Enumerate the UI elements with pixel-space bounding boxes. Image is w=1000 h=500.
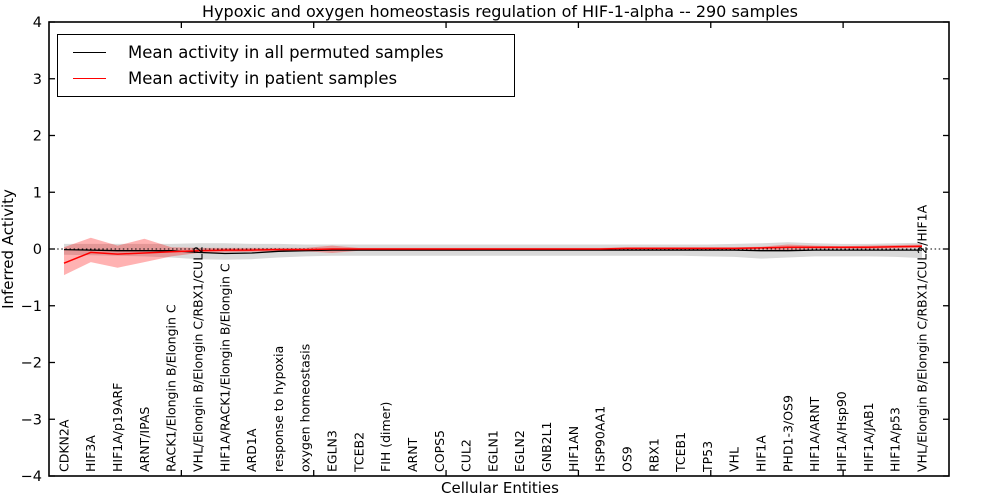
x-tick-label: HIF3A: [83, 435, 98, 472]
x-tick-label: TP53: [700, 441, 715, 473]
x-tick-label: EGLN1: [485, 430, 500, 472]
x-tick-label: VHL: [727, 447, 742, 472]
y-tick-label: 4: [33, 15, 42, 31]
x-tick-label: HIF1A/p19ARF: [110, 383, 125, 472]
y-tick-label: 3: [33, 72, 42, 88]
x-tick-label: TCEB2: [351, 432, 366, 473]
y-tick-label: 1: [33, 185, 42, 201]
permuted-range-band: [64, 242, 922, 260]
y-tick-label: −2: [21, 356, 42, 372]
x-tick-label: PHD1-3/OS9: [780, 395, 795, 472]
x-tick-label: HIF1A/Hsp90: [834, 391, 849, 472]
x-tick-label: RACK1/Elongin B/Elongin C: [164, 304, 179, 472]
legend-label-permuted: Mean activity in all permuted samples: [128, 42, 444, 62]
x-tick-label: HIF1A/RACK1/Elongin B/Elongin C: [217, 263, 232, 472]
x-tick-label: FIH (dimer): [378, 402, 393, 472]
y-tick-label: 2: [33, 129, 42, 145]
x-tick-label: TCEB1: [673, 432, 688, 473]
x-tick-label: CDKN2A: [56, 419, 71, 472]
x-tick-label: ARD1A: [244, 428, 259, 472]
x-axis-label: Cellular Entities: [441, 479, 559, 497]
y-tick-label: −4: [21, 469, 42, 485]
y-tick-label: −1: [21, 299, 42, 315]
y-tick-label: −3: [21, 412, 42, 428]
x-tick-label: RBX1: [646, 438, 661, 472]
x-tick-label: OS9: [619, 446, 634, 472]
x-tick-label: HIF1A: [753, 435, 768, 472]
permuted-mean-line: [63, 248, 922, 255]
x-tick-label: GNB2L1: [539, 422, 554, 472]
x-tick-label: VHL/Elongin B/Elongin C/RBX1/CUL2: [190, 246, 205, 472]
x-tick-label: response to hypoxia: [271, 346, 286, 472]
patient-mean-line: [63, 245, 923, 264]
x-tick-label: oxygen homeostasis: [298, 344, 313, 472]
y-tick-label: 0: [33, 242, 42, 258]
x-tick-label: HIF1A/ARNT: [807, 396, 822, 472]
red-line-swatch: [73, 78, 106, 80]
x-tick-label: CUL2: [459, 439, 474, 472]
legend-label-patient: Mean activity in patient samples: [128, 69, 398, 89]
black-line-swatch: [73, 51, 106, 53]
legend-item-permuted: Mean activity in all permuted samples: [73, 43, 514, 62]
x-tick-label: EGLN3: [324, 430, 339, 472]
x-tick-label: ARNT/IPAS: [137, 407, 152, 472]
legend: Mean activity in all permuted samples Me…: [57, 34, 515, 97]
x-tick-label: EGLN2: [512, 430, 527, 472]
x-tick-label: ARNT: [405, 437, 420, 472]
chart-title: Hypoxic and oxygen homeostasis regulatio…: [202, 2, 798, 21]
x-tick-label: HIF1A/JAB1: [861, 402, 876, 472]
x-tick-label: HIF1A/p53: [888, 407, 903, 472]
x-tick-label: HSP90AA1: [593, 406, 608, 472]
x-tick-label: VHL/Elongin B/Elongin C/RBX1/CUL2/HIF1A: [914, 204, 929, 472]
legend-item-patient: Mean activity in patient samples: [73, 69, 514, 88]
patient-range-band: [64, 237, 922, 276]
x-tick-label: COPS5: [432, 430, 447, 472]
x-tick-label: HIF1AN: [566, 426, 581, 472]
